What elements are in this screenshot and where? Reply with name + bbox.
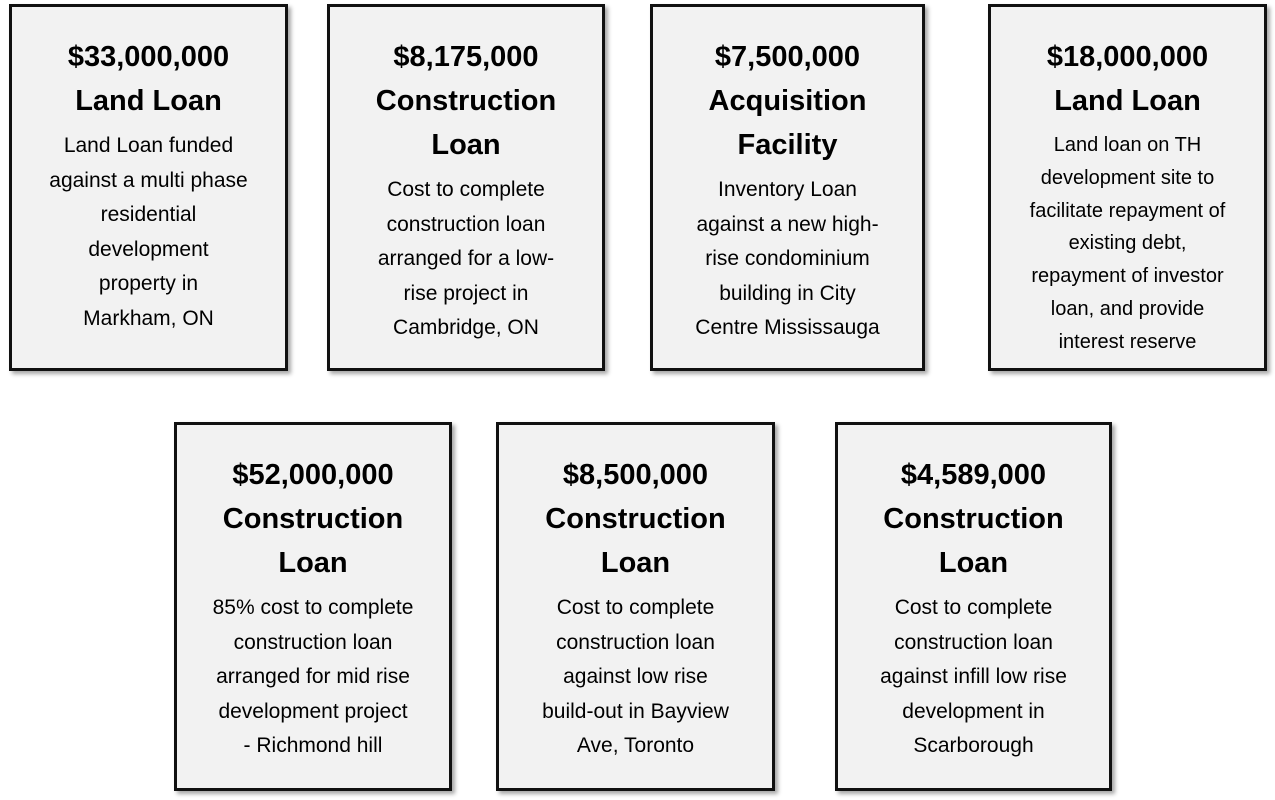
loan-description: Cost to complete construction loan again… <box>542 596 729 757</box>
loan-type: Construction Loan <box>222 503 404 579</box>
loan-type: Land Loan <box>75 85 222 117</box>
loan-amount: $52,000,000 <box>232 459 394 491</box>
loan-amount: $4,589,000 <box>900 459 1047 491</box>
loan-card-acquisition-mississauga: $7,500,000 Acquisition Facility Inventor… <box>650 4 925 371</box>
loan-description: Cost to complete construction loan arran… <box>377 178 555 339</box>
loan-amount: $8,500,000 <box>562 459 709 491</box>
loan-type: Acquisition Facility <box>708 85 867 161</box>
loan-card-land-th-site: $18,000,000 Land Loan Land loan on TH de… <box>988 4 1267 371</box>
loan-amount: $18,000,000 <box>1046 41 1209 73</box>
loan-description: Inventory Loan against a new high- rise … <box>695 178 880 339</box>
loan-card-construction-bayview: $8,500,000 Construction Loan Cost to com… <box>496 422 775 791</box>
loan-amount: $33,000,000 <box>67 41 230 73</box>
loan-description: 85% cost to complete construction loan a… <box>212 596 414 757</box>
loan-description: Land loan on TH development site to faci… <box>1029 134 1226 353</box>
loan-amount: $8,175,000 <box>393 41 539 73</box>
loan-description: Land Loan funded against a multi phase r… <box>49 134 248 330</box>
loan-type: Construction Loan <box>545 503 726 579</box>
loan-card-construction-scarborough: $4,589,000 Construction Loan Cost to com… <box>835 422 1112 791</box>
loan-card-construction-cambridge: $8,175,000 Construction Loan Cost to com… <box>327 4 605 371</box>
loan-description: Cost to complete construction loan again… <box>880 596 1067 757</box>
loan-type: Construction Loan <box>375 85 557 161</box>
loan-type: Construction Loan <box>883 503 1064 579</box>
loan-card-land-markham: $33,000,000 Land Loan Land Loan funded a… <box>9 4 288 371</box>
loan-type: Land Loan <box>1054 85 1201 117</box>
loan-card-construction-richmond-hill: $52,000,000 Construction Loan 85% cost t… <box>174 422 452 791</box>
loan-amount: $7,500,000 <box>714 41 861 73</box>
